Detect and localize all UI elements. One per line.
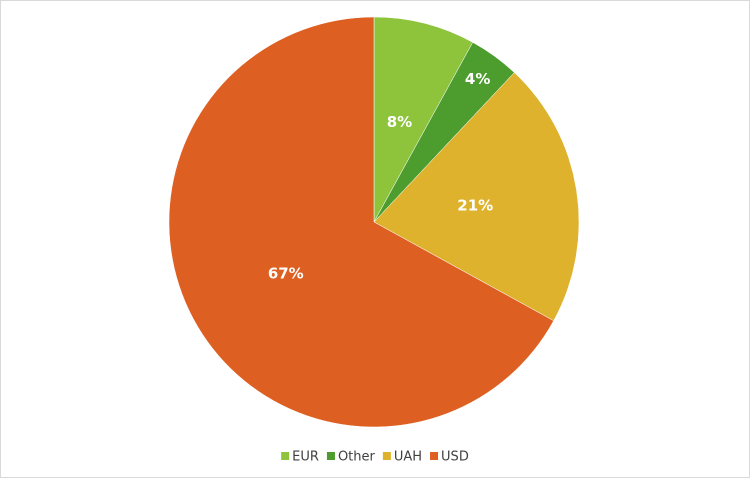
pie-slice	[373, 16, 474, 223]
legend-label: USD	[441, 450, 469, 465]
legend-swatch	[326, 452, 335, 460]
pie-slice	[168, 16, 554, 428]
data-label: 8%	[387, 113, 412, 131]
legend: EUR Other UAH USD	[281, 450, 469, 465]
data-label: 21%	[457, 196, 493, 214]
pie-slice	[373, 72, 580, 322]
data-label: 67%	[268, 265, 304, 283]
legend-swatch	[430, 452, 439, 460]
legend-swatch	[281, 452, 290, 460]
legend-label: UAH	[394, 450, 422, 465]
legend-label: Other	[338, 450, 376, 465]
legend-label: EUR	[292, 450, 319, 465]
data-label: 4%	[465, 70, 490, 88]
legend-swatch	[382, 452, 391, 460]
